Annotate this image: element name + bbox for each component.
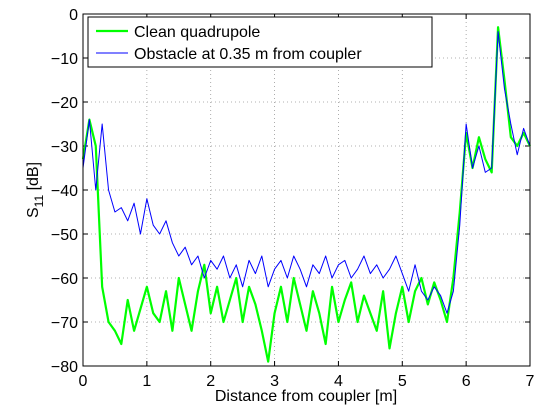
y-tick-label: −20 xyxy=(51,95,78,112)
x-tick-label: 4 xyxy=(334,373,343,390)
legend-label: Clean quadrupole xyxy=(134,24,260,41)
legend-label: Obstacle at 0.35 m from coupler xyxy=(134,46,362,63)
y-tick-label: −10 xyxy=(51,51,78,68)
x-tick-label: 2 xyxy=(206,373,215,390)
legend-box xyxy=(87,16,433,68)
y-tick-label: −50 xyxy=(51,227,78,244)
series-line xyxy=(81,26,531,363)
x-tick-label: 0 xyxy=(79,373,88,390)
x-tick-label: 7 xyxy=(526,373,535,390)
x-tick-label: 3 xyxy=(270,373,279,390)
series-line xyxy=(82,31,531,314)
x-tick-label: 5 xyxy=(398,373,407,390)
y-tick-label: −40 xyxy=(51,183,78,200)
y-label-unit: [dB] xyxy=(25,162,42,195)
plot-frame xyxy=(82,13,531,367)
y-axis-label: S11 [dB] xyxy=(25,162,46,218)
y-label-sub: 11 xyxy=(32,195,46,208)
y-tick-label: −60 xyxy=(51,271,78,288)
y-tick-label: 0 xyxy=(69,7,78,24)
y-tick-label: −70 xyxy=(51,315,78,332)
x-tick-label: 1 xyxy=(142,373,151,390)
y-tick-label: −80 xyxy=(51,359,78,376)
y-tick-label: −30 xyxy=(51,139,78,156)
x-tick-label: 6 xyxy=(462,373,471,390)
y-label-base: S xyxy=(25,207,42,218)
x-axis-label: Distance from coupler [m] xyxy=(215,388,397,405)
